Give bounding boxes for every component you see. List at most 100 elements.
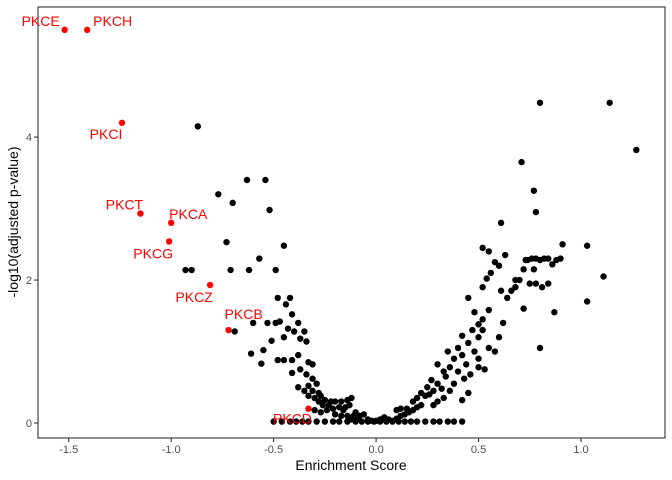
data-point — [403, 405, 411, 412]
data-point — [458, 332, 466, 339]
data-point — [512, 283, 519, 291]
data-point — [458, 351, 466, 359]
highlight-point-pkcb — [225, 326, 232, 334]
highlight-point-pkcg — [165, 238, 173, 245]
data-point — [299, 418, 306, 425]
data-point — [264, 319, 271, 327]
x-tick-label: -0.5 — [264, 444, 283, 456]
data-point — [458, 396, 466, 404]
data-point — [182, 266, 189, 274]
data-point — [495, 334, 503, 341]
data-point — [286, 418, 294, 425]
data-point — [317, 409, 324, 416]
data-point — [229, 199, 236, 207]
data-point — [479, 316, 486, 323]
data-point — [290, 328, 298, 335]
data-point — [454, 344, 462, 352]
data-point — [231, 328, 238, 335]
data-point — [532, 280, 540, 287]
data-point — [331, 398, 339, 405]
data-point — [475, 334, 482, 341]
point-label-pkch: PKCH — [93, 13, 132, 29]
highlight-layer: PKCE PKCH PKCI PKCT PKCA PKCG PKCZ PKCB PKCD — [22, 13, 312, 427]
x-tick-label: 0.5 — [471, 444, 486, 456]
data-point — [479, 244, 486, 252]
highlight-point-pkcd — [305, 405, 312, 412]
data-point — [450, 355, 458, 362]
data-point — [469, 326, 476, 334]
data-point — [491, 348, 499, 355]
data-point — [430, 387, 437, 395]
data-point — [530, 266, 538, 273]
data-point — [471, 309, 478, 316]
data-point — [313, 380, 320, 387]
highlight-point-pkce — [61, 26, 68, 34]
point-label-pkct: PKCT — [106, 197, 144, 213]
data-point — [600, 273, 607, 280]
data-point — [376, 418, 384, 425]
points-layer — [182, 99, 640, 425]
data-point — [319, 401, 327, 409]
data-point — [276, 318, 283, 325]
data-point — [532, 208, 540, 216]
point-label-pkcb: PKCB — [225, 306, 263, 322]
data-point — [606, 99, 613, 106]
data-point — [512, 276, 519, 284]
data-point — [364, 418, 372, 425]
data-point — [501, 251, 509, 259]
data-point — [295, 319, 302, 327]
x-axis-title: Enrichment Score — [295, 457, 406, 473]
data-point — [303, 371, 310, 378]
y-tick-label: 2 — [26, 275, 32, 287]
data-point — [258, 360, 265, 367]
data-point — [274, 294, 281, 302]
data-point — [475, 364, 482, 371]
data-point — [444, 418, 452, 425]
data-point — [331, 411, 339, 418]
data-point — [465, 389, 472, 397]
data-point — [338, 398, 345, 405]
data-point — [583, 298, 591, 305]
x-tick-label: 0.0 — [368, 444, 383, 456]
data-point — [428, 376, 435, 384]
highlight-point-pkci — [118, 119, 126, 126]
data-point — [194, 123, 202, 130]
data-point — [215, 191, 222, 198]
data-point — [266, 206, 273, 214]
point-label-pkci: PKCI — [90, 126, 123, 142]
x-tick-label: -1.0 — [162, 444, 181, 456]
x-tick-label: 1.0 — [573, 444, 588, 456]
data-point — [282, 301, 290, 308]
data-point — [295, 384, 302, 391]
data-point — [305, 392, 312, 400]
data-point — [313, 418, 320, 425]
data-point — [430, 401, 437, 409]
data-point — [329, 418, 337, 425]
data-point — [481, 366, 488, 373]
data-point — [485, 248, 492, 255]
point-label-pkce: PKCE — [22, 13, 60, 29]
data-point — [538, 283, 546, 291]
data-point — [288, 356, 296, 364]
data-point — [243, 176, 251, 184]
data-point — [450, 418, 458, 425]
data-point — [434, 380, 441, 387]
data-point — [292, 418, 300, 425]
data-point — [422, 418, 429, 425]
data-point — [344, 418, 351, 425]
data-point — [465, 339, 472, 347]
x-axis-ticks: -1.5 -1.0 -0.5 0.0 0.5 1.0 — [59, 438, 589, 456]
data-point — [383, 418, 390, 425]
data-point — [450, 380, 458, 387]
data-point — [360, 411, 367, 418]
data-point — [286, 294, 294, 302]
data-point — [305, 382, 312, 390]
data-point — [499, 319, 507, 327]
panel-background — [37, 6, 666, 439]
data-point — [583, 242, 591, 249]
point-label-pkca: PKCA — [169, 206, 208, 222]
data-point — [303, 338, 310, 345]
data-point — [458, 418, 466, 425]
data-point — [256, 255, 263, 262]
data-point — [274, 356, 281, 364]
